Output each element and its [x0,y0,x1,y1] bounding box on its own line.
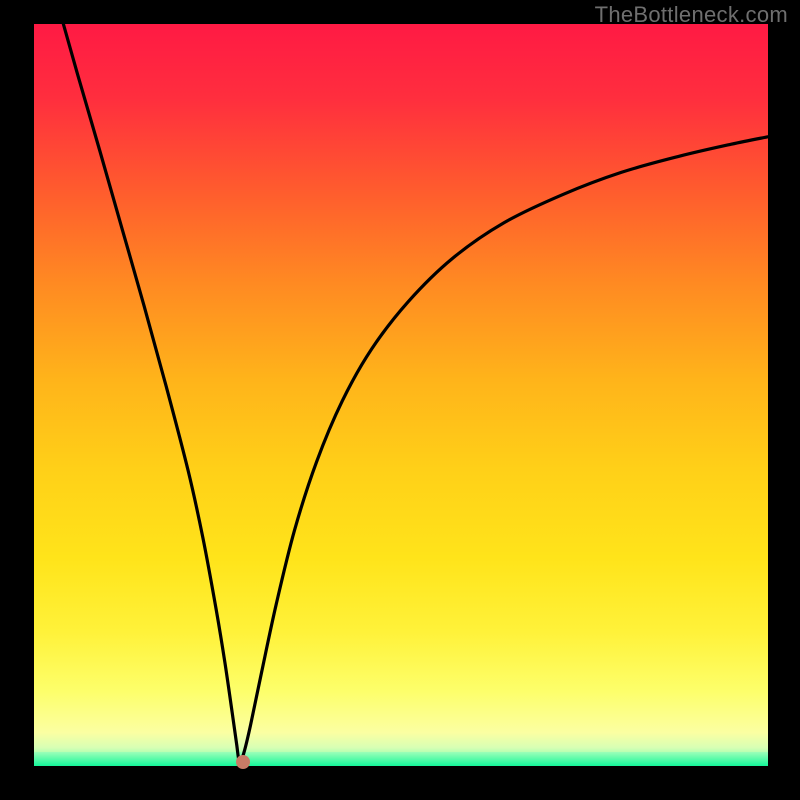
bottleneck-curve [34,24,768,766]
plot-area [34,24,768,766]
chart-outer-frame: TheBottleneck.com [0,0,800,800]
optimal-point-dot [236,755,250,769]
watermark-text: TheBottleneck.com [595,2,788,28]
